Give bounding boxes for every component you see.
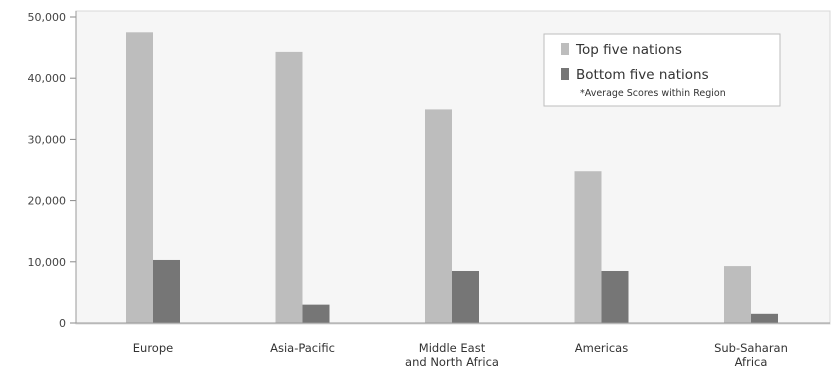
bar-bottom-five — [601, 270, 629, 323]
x-category-label: Americas — [575, 341, 628, 355]
bar-top-five — [425, 109, 452, 323]
legend-label-top-five: Top five nations — [575, 42, 682, 58]
y-tick-label: 40,000 — [28, 72, 67, 85]
bar-top-five — [574, 171, 602, 323]
y-tick-label: 0 — [59, 317, 66, 330]
bar-bottom-five — [302, 304, 330, 323]
y-tick-label: 10,000 — [28, 256, 67, 269]
x-category-label: Europe — [133, 341, 173, 355]
legend-swatch-bottom-five — [561, 68, 569, 80]
bar-top-five — [126, 32, 153, 324]
y-tick-label: 20,000 — [28, 195, 67, 208]
bar-top-five — [275, 51, 303, 323]
y-tick-label: 50,000 — [28, 11, 67, 24]
bar-bottom-five — [751, 313, 778, 323]
x-category-label: Middle East and North Africa — [405, 341, 499, 369]
legend-note: *Average Scores within Region — [580, 88, 726, 99]
legend: Top five nations Bottom five nations *Av… — [543, 33, 781, 107]
bars — [76, 32, 830, 324]
bar-bottom-five — [153, 259, 180, 323]
legend-swatch-top-five — [561, 43, 569, 55]
y-tick-label: 30,000 — [28, 133, 67, 146]
y-axis: 0 10,000 20,000 30,000 40,000 50,000 — [28, 11, 77, 330]
x-category-label: Sub-Saharan Africa — [714, 341, 788, 369]
legend-box — [543, 33, 781, 107]
bar-bottom-five — [452, 270, 479, 323]
bar-top-five — [724, 266, 751, 323]
x-axis: Europe Asia-Pacific Middle East and North A… — [133, 341, 788, 369]
legend-label-bottom-five: Bottom five nations — [576, 67, 709, 83]
x-category-label: Asia-Pacific — [270, 341, 335, 355]
